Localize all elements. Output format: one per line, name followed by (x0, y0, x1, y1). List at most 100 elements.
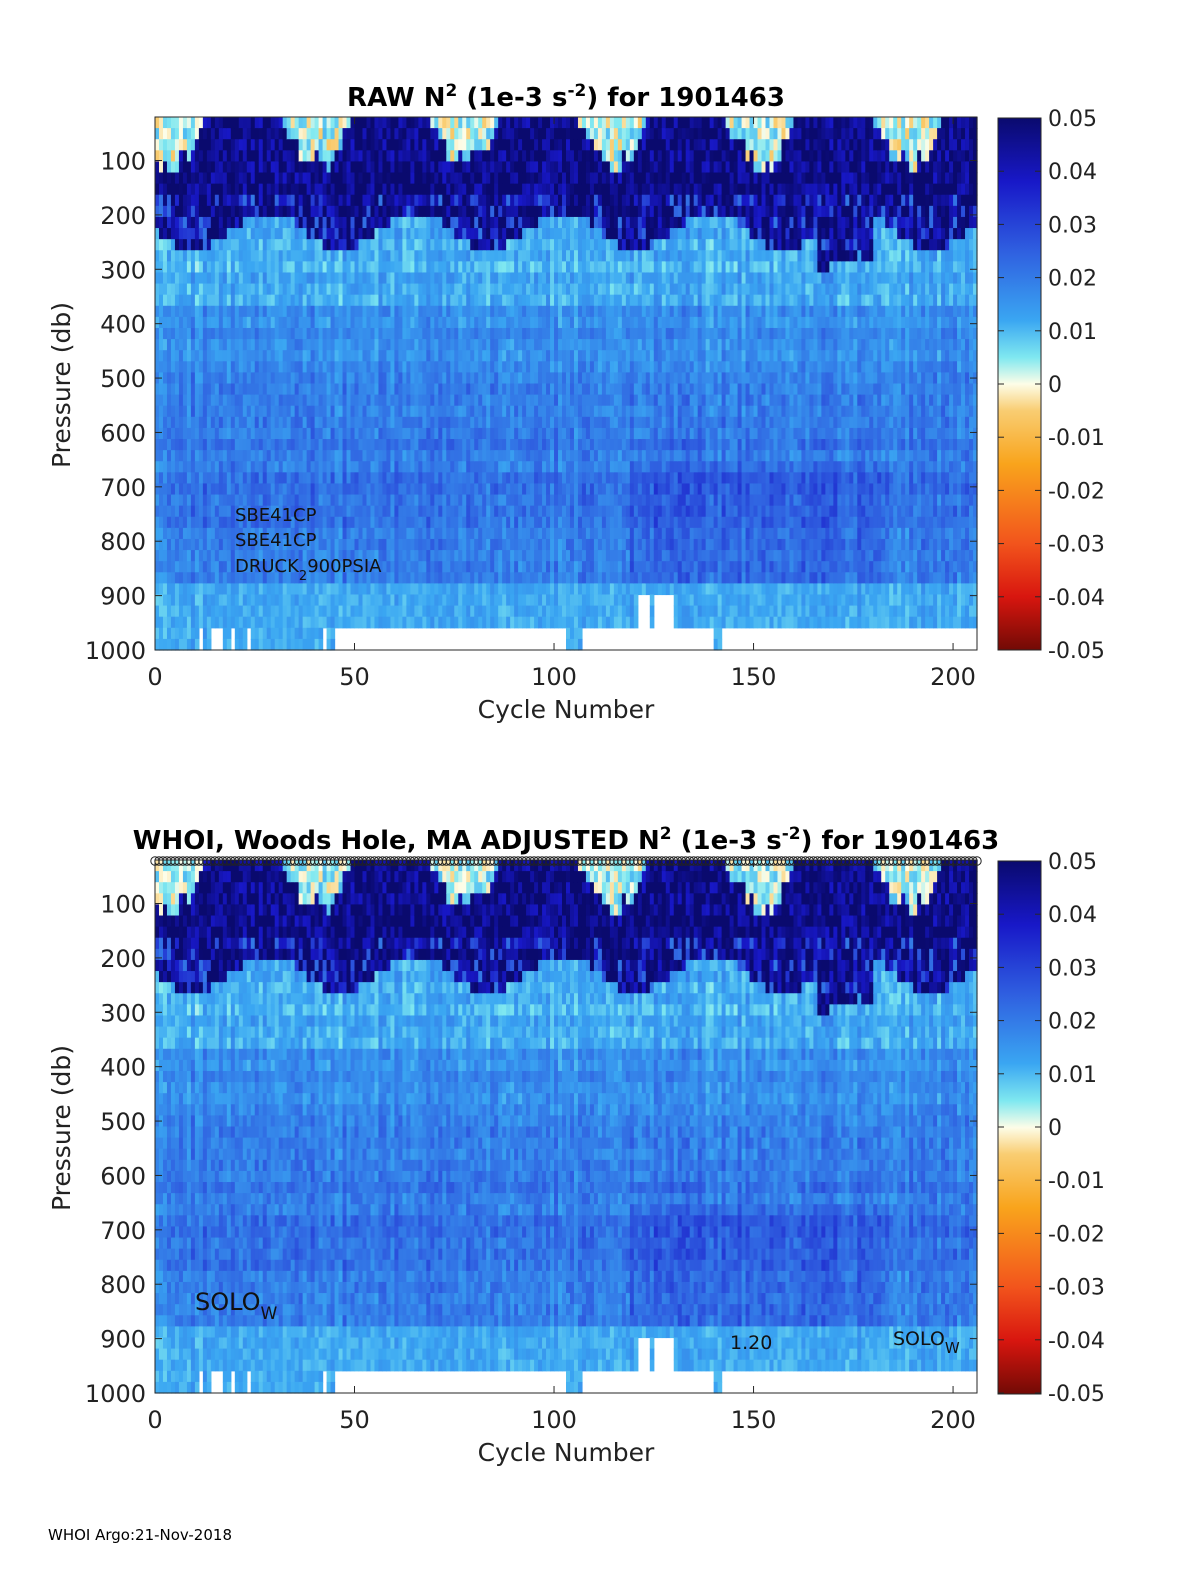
heatmap-cell (438, 261, 443, 274)
heatmap-cell (486, 472, 491, 485)
heatmap-cell (226, 550, 232, 562)
heatmap-cell (478, 505, 483, 518)
heatmap-cell (210, 250, 216, 262)
heatmap-cell (386, 128, 392, 140)
heatmap-cell (174, 439, 180, 451)
heatmap-cell (218, 228, 224, 240)
heatmap-cell (194, 416, 200, 429)
heatmap-cell (394, 261, 400, 274)
heatmap-cell (482, 316, 487, 329)
heatmap-cell (234, 205, 240, 218)
heatmap-cell (190, 216, 196, 229)
heatmap-cell (438, 305, 443, 318)
heatmap-cell (450, 550, 455, 562)
heatmap-cell (450, 117, 455, 129)
heatmap-cell (278, 561, 284, 573)
heatmap-cell (182, 228, 188, 240)
heatmap-cell (230, 361, 236, 373)
heatmap-cell (422, 483, 427, 496)
heatmap-cell (254, 483, 260, 496)
heatmap-cell (350, 461, 356, 473)
heatmap-cell (366, 505, 372, 518)
heatmap-cell (314, 361, 320, 373)
heatmap-cell (310, 572, 316, 584)
heatmap-cell (342, 283, 348, 296)
heatmap-cell (398, 228, 403, 240)
heatmap-cell (198, 261, 204, 274)
heatmap-cell (358, 239, 364, 251)
heatmap-cell (378, 172, 384, 185)
heatmap-cell (518, 117, 523, 129)
heatmap-cell (430, 538, 435, 551)
heatmap-cell (298, 361, 304, 373)
heatmap-cell (446, 616, 451, 629)
heatmap-cell (430, 150, 435, 163)
heatmap-column (470, 117, 475, 629)
heatmap-cell (214, 305, 220, 318)
heatmap-cell (170, 372, 176, 385)
heatmap-cell (494, 172, 499, 185)
heatmap-cell (394, 427, 400, 440)
heatmap-cell (370, 383, 376, 396)
heatmap-cell (554, 416, 559, 429)
heatmap-cell (558, 294, 563, 307)
heatmap-cell (538, 383, 543, 396)
heatmap-cell (482, 205, 487, 218)
heatmap-cell (450, 583, 455, 596)
heatmap-cell (182, 205, 188, 218)
heatmap-cell (458, 405, 463, 418)
heatmap-cell (382, 461, 388, 473)
heatmap-cell (262, 216, 268, 229)
heatmap-cell (326, 305, 332, 318)
heatmap-cell (162, 416, 168, 429)
heatmap-cell (338, 427, 344, 440)
heatmap-cell (182, 128, 188, 140)
heatmap-cell (190, 283, 196, 296)
heatmap-cell (202, 361, 208, 373)
heatmap-cell (514, 483, 519, 496)
heatmap-cell (298, 283, 304, 296)
heatmap-cell (290, 350, 296, 362)
heatmap-cell (282, 161, 288, 174)
heatmap-cell (474, 117, 479, 129)
heatmap-cell (450, 183, 455, 196)
heatmap-cell (202, 327, 208, 340)
heatmap-cell (318, 505, 324, 518)
heatmap-cell (186, 427, 192, 440)
heatmap-cell (466, 594, 471, 607)
heatmap-cell (542, 261, 547, 274)
heatmap-cell (298, 327, 304, 340)
heatmap-cell (242, 272, 248, 285)
heatmap-cell (190, 461, 196, 473)
heatmap-cell (254, 627, 260, 640)
heatmap-cell (498, 305, 503, 318)
heatmap-cell (398, 161, 403, 174)
heatmap-cell (306, 616, 312, 629)
heatmap-cell (530, 472, 535, 485)
heatmap-cell (206, 472, 212, 485)
heatmap-cell (338, 383, 344, 396)
heatmap-cell (462, 350, 467, 362)
heatmap-cell (206, 627, 212, 640)
heatmap-cell (354, 483, 360, 496)
heatmap-cell (262, 372, 268, 385)
heatmap-cell (510, 516, 515, 529)
heatmap-cell (446, 228, 451, 240)
heatmap-cell (330, 183, 336, 196)
heatmap-cell (366, 416, 372, 429)
heatmap-cell (454, 616, 459, 629)
heatmap-cell (554, 228, 559, 240)
heatmap-cell (218, 427, 224, 440)
heatmap-cell (402, 194, 407, 207)
heatmap-cell (426, 494, 431, 507)
heatmap-cell (402, 461, 407, 473)
heatmap-cell (202, 283, 208, 296)
heatmap-cell (378, 216, 384, 229)
heatmap-cell (442, 605, 447, 618)
heatmap-cell (158, 139, 164, 151)
heatmap-cell (458, 427, 463, 440)
heatmap-cell (314, 205, 320, 218)
heatmap-cell (250, 283, 256, 296)
heatmap-cell (310, 327, 316, 340)
heatmap-cell (374, 505, 380, 518)
